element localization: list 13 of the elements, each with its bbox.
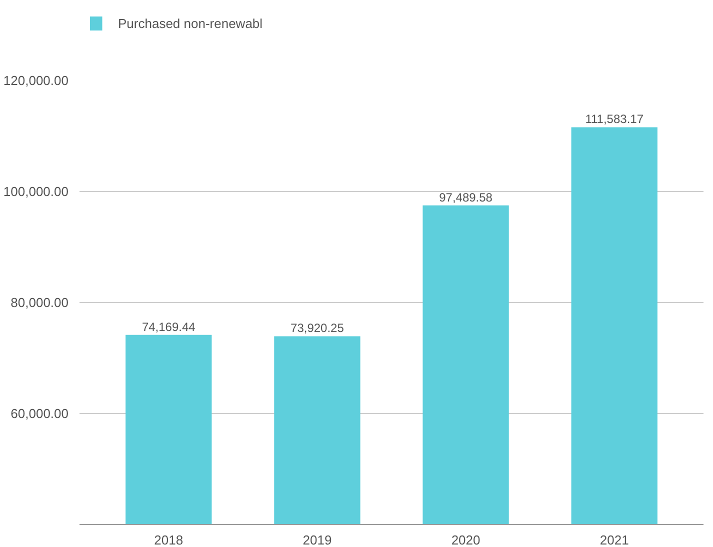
legend-label: Purchased non-renewabl [118,16,263,31]
data-label: 73,920.25 [290,321,344,336]
y-tick-label: 60,000.00 [10,406,69,421]
y-tick-label: 80,000.00 [10,295,69,310]
data-label: 74,169.44 [142,320,196,334]
x-tick-label: 2018 [154,532,184,547]
x-tick-label: 2021 [600,532,629,547]
data-label: 97,489.58 [439,190,493,204]
y-tick-label: 100,000.00 [3,184,69,199]
data-label: 111,583.17 [585,112,644,126]
x-tick-label: 2020 [451,532,480,547]
y-tick-label: 120,000.00 [3,73,69,88]
x-tick-label: 2019 [302,532,332,547]
